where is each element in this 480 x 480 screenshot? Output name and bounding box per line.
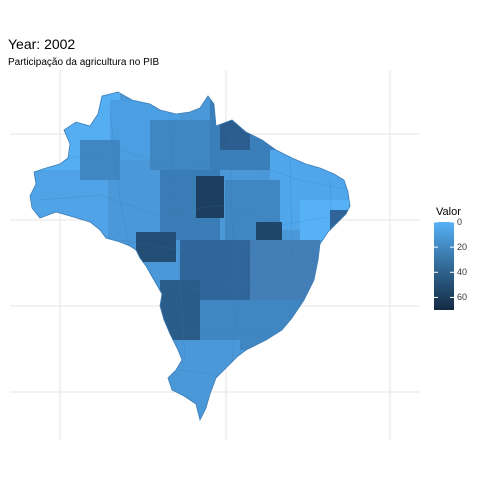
legend-title: Valor [436, 206, 461, 218]
municipality-borders [39, 109, 350, 381]
legend-tick-label: 0 [457, 217, 463, 227]
plot-title: Year: 2002 [8, 36, 76, 52]
legend-tick-label: 20 [457, 242, 468, 253]
legend-tick-label: 60 [457, 292, 468, 303]
legend-colorbar [434, 222, 454, 310]
plot-subtitle: Participação da agricultura no PIB [8, 57, 160, 68]
states-fill [30, 92, 350, 420]
color-legend: Valor 0 20 40 60 [434, 206, 478, 316]
legend-tick-label: 40 [457, 267, 468, 278]
